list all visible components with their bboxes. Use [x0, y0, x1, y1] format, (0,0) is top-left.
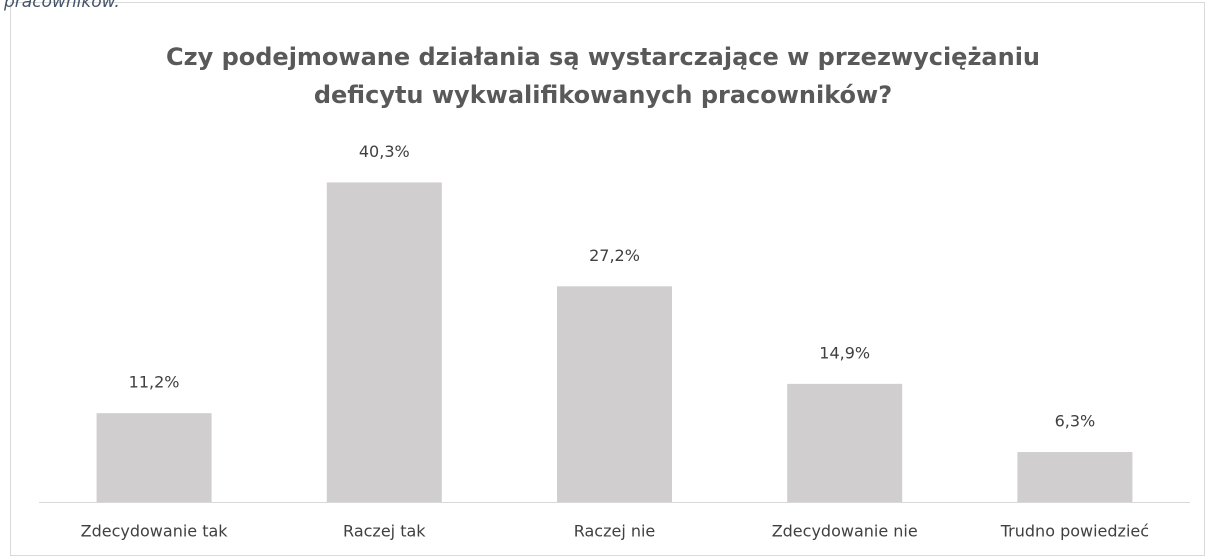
bar: [557, 286, 672, 502]
x-tick-label: Raczej tak: [343, 522, 426, 541]
value-label: 11,2%: [129, 373, 180, 392]
bar: [96, 413, 212, 502]
value-label: 6,3%: [1055, 412, 1096, 431]
value-label: 27,2%: [589, 246, 640, 265]
chart-title: Czy podejmowane działania są wystarczają…: [166, 43, 1040, 71]
x-tick-label: Zdecydowanie tak: [81, 522, 229, 541]
bar: [787, 383, 903, 502]
caption: pracowników.: [3, 0, 120, 12]
chart-title: deficytu wykwalifikowanych pracowników?: [314, 81, 892, 109]
value-label: 14,9%: [819, 343, 870, 362]
x-tick-label: Trudno powiedzieć: [1000, 522, 1149, 541]
x-tick-label: Raczej nie: [574, 522, 656, 541]
value-label: 40,3%: [359, 142, 410, 161]
bar: [1017, 452, 1133, 502]
bar: [326, 182, 442, 502]
x-tick-label: Zdecydowanie nie: [772, 522, 918, 541]
